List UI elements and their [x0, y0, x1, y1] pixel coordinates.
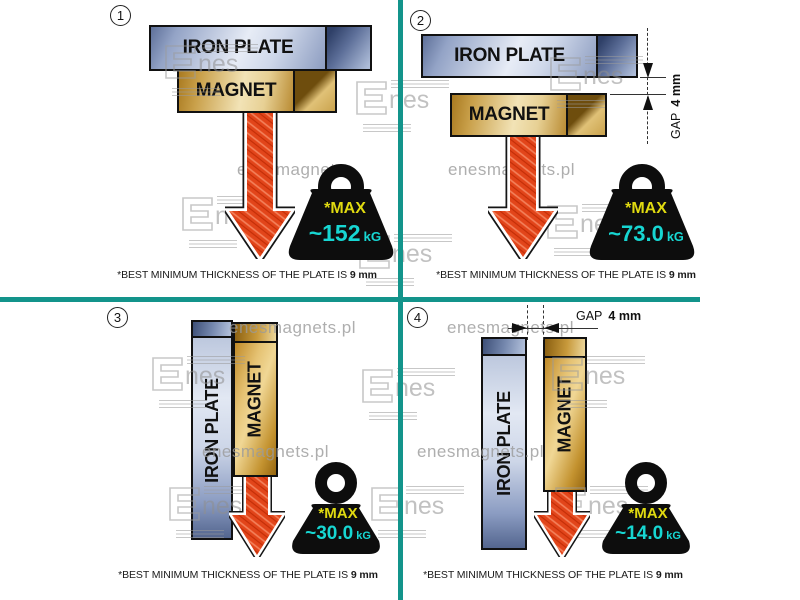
panel-3-number: 3: [107, 307, 128, 328]
site-watermark: enesmagnets.pl: [229, 318, 357, 337]
magnet-1-side: [293, 71, 335, 111]
enes-logo-watermark: nes: [151, 356, 255, 410]
magnet-4-body: [545, 358, 585, 490]
iron-plate-4: IRON PLATE: [481, 337, 527, 550]
max-label-2: *MAX: [625, 200, 667, 217]
iron-plate-1-side: [325, 27, 370, 69]
pull-force-arrow-2: [483, 137, 563, 266]
unit-label: kG: [363, 229, 382, 244]
magnet-3: MAGNET: [233, 322, 278, 477]
unit-label: kG: [666, 530, 681, 542]
enes-logo-lines: [200, 44, 258, 52]
gap-arrow-up-2: [643, 95, 653, 110]
magnet-3-body: [235, 343, 276, 475]
enes-logo-lines: [172, 88, 220, 96]
magnet-2-label: MAGNET: [452, 95, 566, 135]
panel-1-number: 1: [110, 5, 131, 26]
magnet-3-cap: [235, 324, 276, 343]
max-label-1: *MAX: [324, 200, 366, 217]
weight-2: *MAX ~73.0 kG: [582, 162, 710, 264]
note-1: *BEST MINIMUM THICKNESS OF THE PLATE IS …: [117, 269, 377, 281]
enes-logo-watermark: nes: [355, 80, 459, 134]
gap-arrow-down-2: [643, 63, 653, 78]
max-value-1: ~152 kG: [308, 220, 382, 246]
pull-force-arrow-1: [220, 113, 300, 266]
enes-logo-text: nes: [198, 50, 239, 78]
weight-1: *MAX ~152 kG: [281, 162, 409, 264]
gap-arrow-right-4: [512, 323, 527, 333]
max-value-4: ~14.0 kG: [615, 523, 681, 544]
max-value-3: ~30.0 kG: [305, 523, 371, 544]
weight-3: *MAX ~30.0 kG: [284, 460, 392, 556]
max-label-3: *MAX: [318, 505, 358, 522]
iron-plate-3-body: [193, 338, 231, 538]
enes-logo-watermark: nes: [361, 368, 465, 422]
panel-2-number: 2: [410, 10, 431, 31]
iron-plate-3-cap: [193, 322, 231, 338]
iron-plate-3: IRON PLATE: [191, 320, 233, 540]
weight-4: *MAX ~14.0 kG: [594, 460, 702, 556]
gap-extension-line-4a: [527, 305, 528, 340]
gap-extension-line-2a: [640, 77, 666, 78]
pull-force-arrow-4: [529, 492, 595, 563]
iron-plate-2: IRON PLATE: [421, 34, 638, 78]
enes-logo-watermark: nes: [549, 56, 653, 110]
pull-force-arrow-3: [224, 477, 290, 563]
iron-plate-2-label: IRON PLATE: [423, 36, 596, 76]
panel-4-number: 4: [407, 307, 428, 328]
horizontal-divider: [0, 297, 700, 302]
unit-label: kG: [356, 530, 371, 542]
site-watermark: enesmagnets.pl: [202, 442, 330, 461]
gap-extension-line-2b: [610, 94, 666, 95]
magnet-4-cap: [545, 339, 585, 358]
gap-label-4: GAP 4 mm: [576, 309, 642, 323]
note-2: *BEST MINIMUM THICKNESS OF THE PLATE IS …: [436, 269, 696, 281]
note-4: *BEST MINIMUM THICKNESS OF THE PLATE IS …: [423, 569, 683, 581]
site-watermark: enesmagnets.pl: [447, 318, 575, 337]
magnet-1: MAGNET: [177, 69, 337, 113]
gap-dimension-line-2: [647, 28, 648, 144]
max-value-2: ~73.0 kG: [608, 221, 684, 246]
max-label-4: *MAX: [628, 505, 668, 522]
enes-logo-watermark: nes: [551, 356, 655, 410]
iron-plate-4-cap: [483, 339, 525, 356]
magnet-4: MAGNET: [543, 337, 587, 492]
enes-logo-watermark: nes: [164, 44, 268, 98]
unit-label: kG: [666, 229, 684, 244]
note-3: *BEST MINIMUM THICKNESS OF THE PLATE IS …: [118, 569, 378, 581]
site-watermark: enesmagnets.pl: [417, 442, 545, 461]
iron-plate-4-body: [483, 356, 525, 548]
gap-extension-line-4b: [543, 305, 544, 340]
gap-label-2: GAP4 mm: [669, 73, 683, 139]
gap-arrow-left-4: [544, 323, 559, 333]
